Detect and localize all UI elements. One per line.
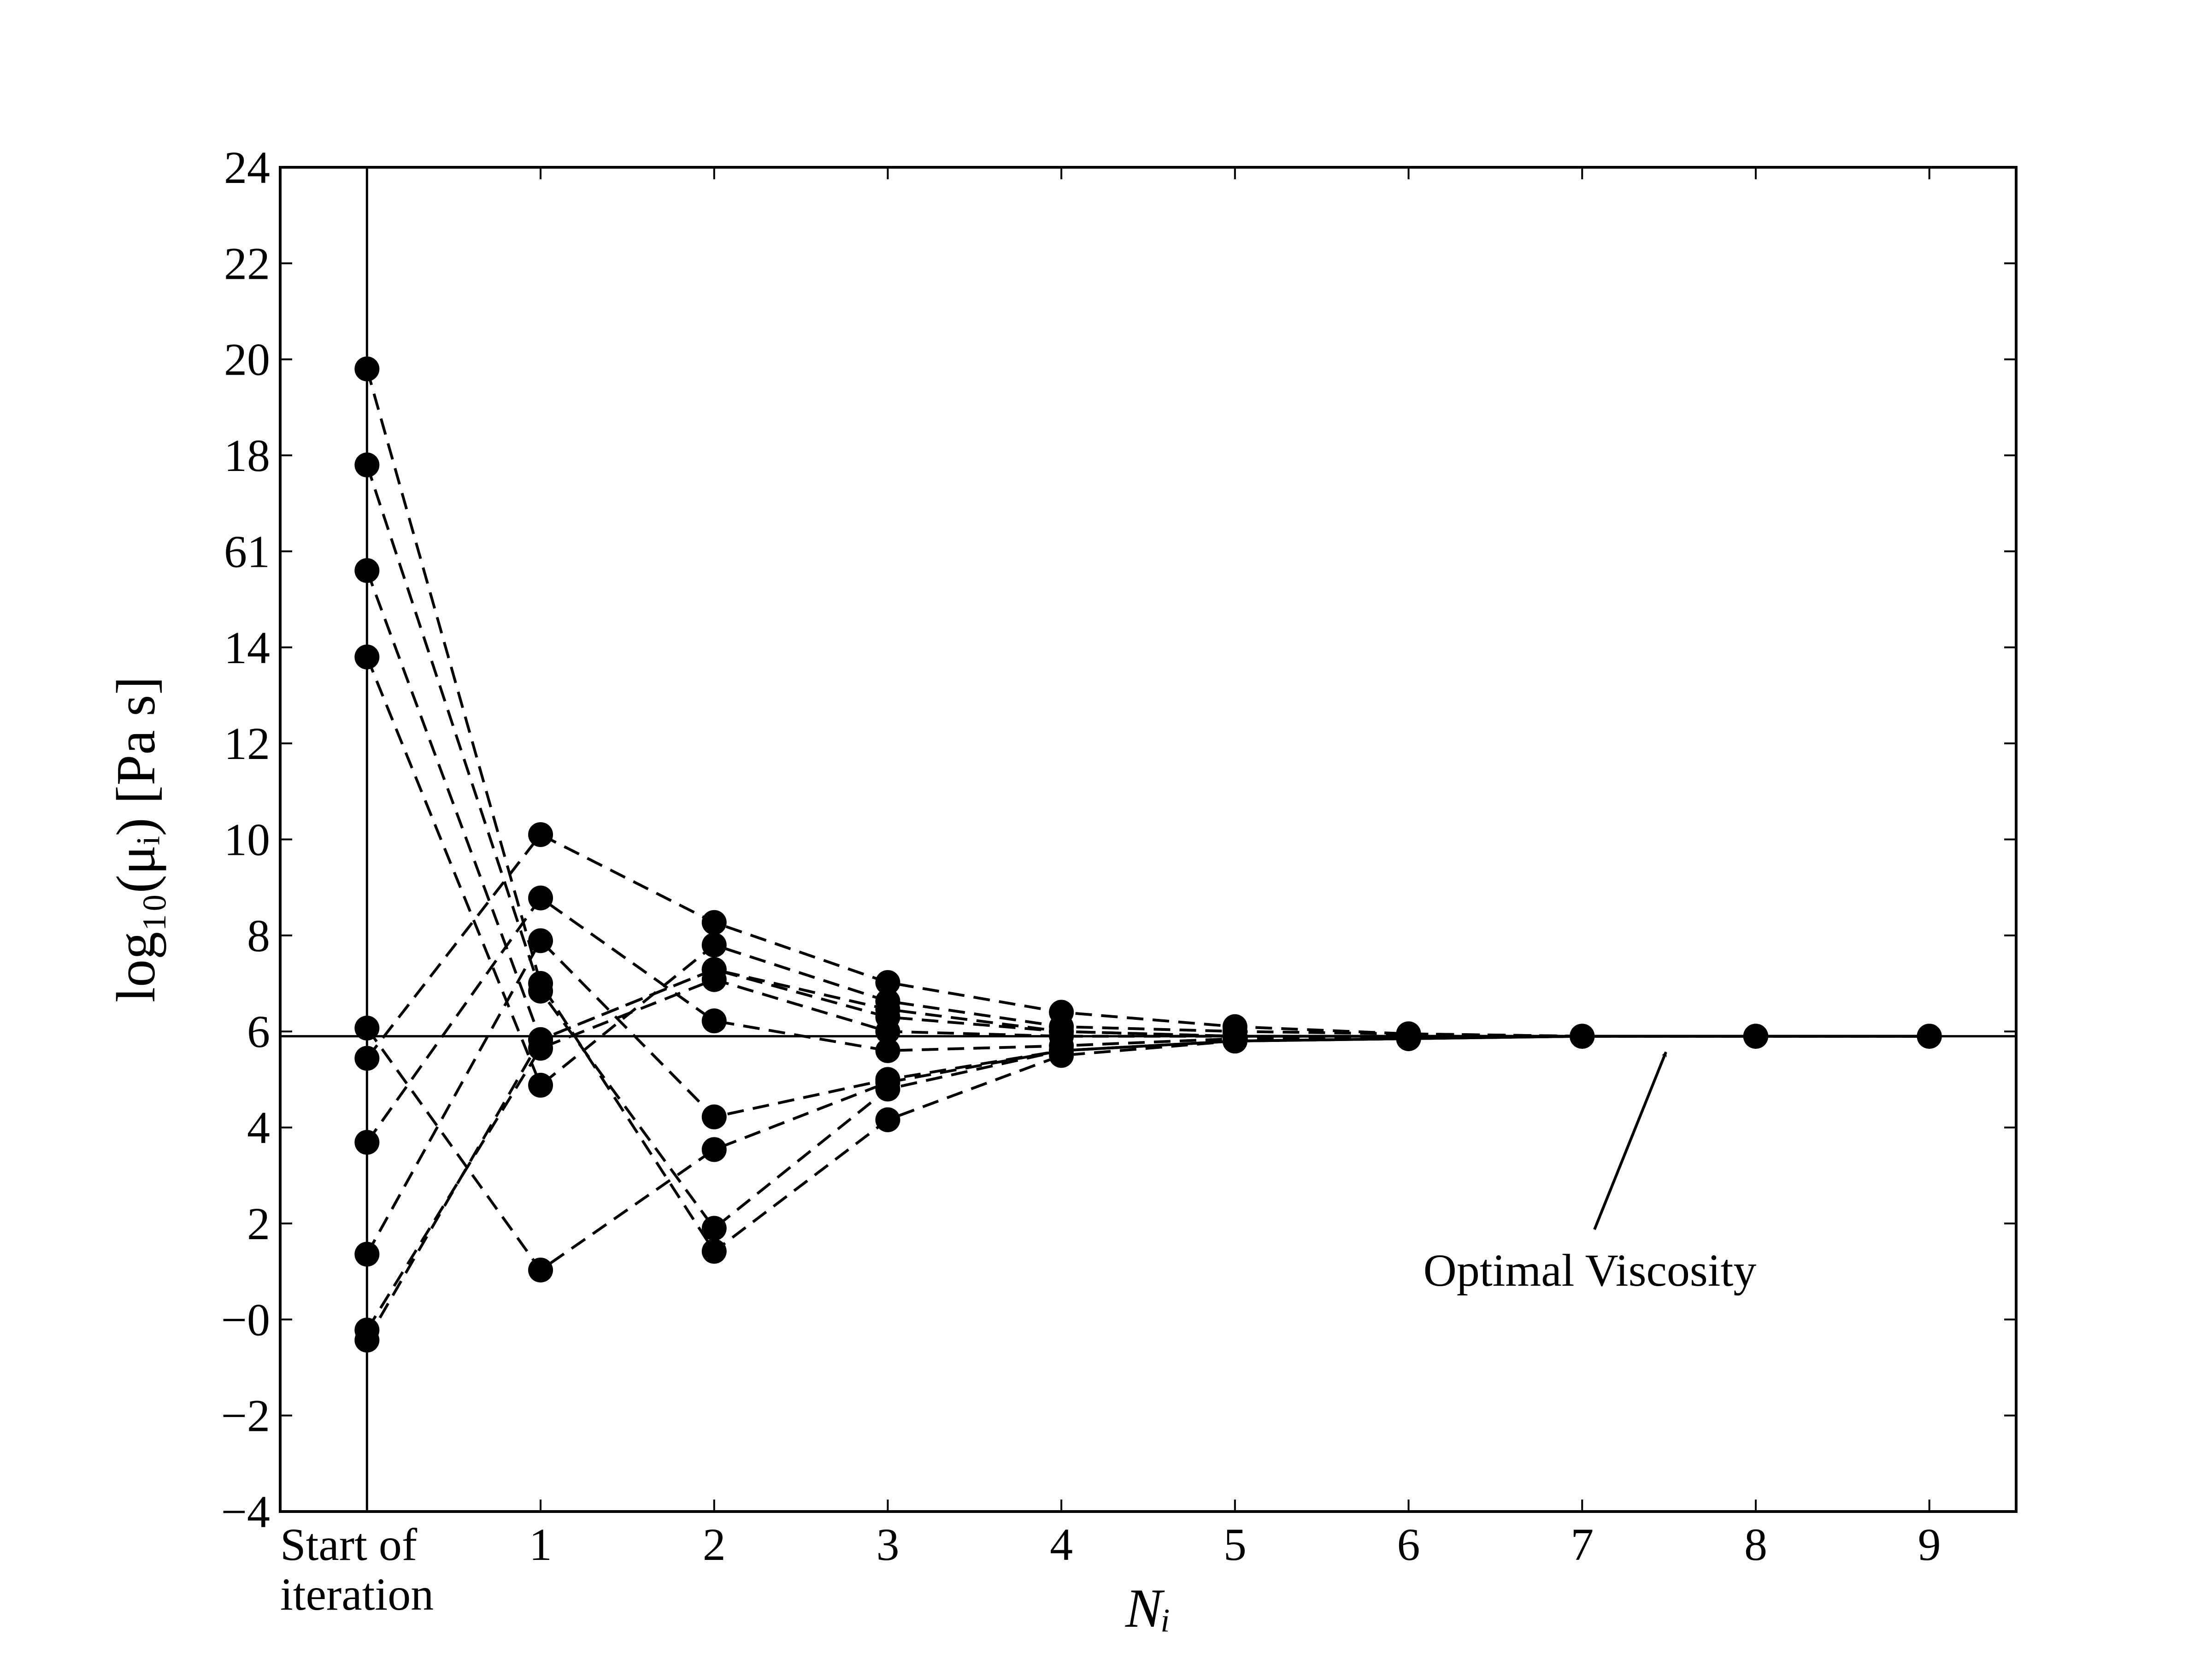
y-tick-label: 12 <box>224 718 270 769</box>
point <box>701 1104 727 1130</box>
point <box>528 822 553 847</box>
point <box>1743 1024 1768 1049</box>
point <box>528 978 553 1004</box>
x-tick-label: 2 <box>703 1519 726 1570</box>
y-tick-label: −4 <box>221 1486 270 1537</box>
series-line <box>365 938 1930 1255</box>
x-tick-label: 9 <box>1918 1519 1941 1570</box>
series-line <box>365 464 1930 1230</box>
x-tick-label: 8 <box>1744 1519 1767 1570</box>
point <box>1917 1024 1942 1049</box>
series-line <box>365 1027 1930 1272</box>
x-tick-label: 5 <box>1224 1519 1247 1570</box>
point <box>701 1137 727 1162</box>
plot-frame <box>279 166 2018 1513</box>
point <box>528 1027 553 1052</box>
x-tick-label: 6 <box>1397 1519 1420 1570</box>
y-tick-label: 10 <box>224 814 270 865</box>
y-tick-label: 4 <box>247 1102 270 1153</box>
y-tick-label: 20 <box>224 334 270 385</box>
point <box>875 1107 900 1132</box>
point <box>701 1008 727 1034</box>
y-tick-label: 61 <box>224 526 270 577</box>
point <box>354 356 380 382</box>
point <box>354 1130 380 1155</box>
x-tick-label: 4 <box>1050 1519 1073 1570</box>
point <box>875 1004 900 1030</box>
point <box>701 932 727 958</box>
series-line <box>365 656 1930 1088</box>
point <box>1222 1024 1247 1049</box>
x-tick-label: 3 <box>876 1519 899 1570</box>
x-tick-label: Start of iteration <box>280 1519 434 1620</box>
annotation: Optimal Viscosity <box>1424 1245 1757 1296</box>
point <box>354 1015 380 1041</box>
point <box>1049 1019 1074 1044</box>
y-tick-label: 2 <box>247 1198 270 1249</box>
point <box>528 1257 553 1282</box>
series-line <box>365 896 1930 1143</box>
series-line <box>365 978 1930 1331</box>
point <box>1049 1000 1074 1025</box>
x-axis-label: Nᵢ <box>1125 1577 1171 1639</box>
point <box>354 558 380 583</box>
point <box>1570 1024 1595 1049</box>
point <box>354 452 380 477</box>
y-tick-label: −0 <box>221 1294 270 1345</box>
point <box>875 1067 900 1092</box>
point <box>701 1216 727 1241</box>
y-tick-label: 14 <box>224 622 270 673</box>
point <box>354 1328 380 1353</box>
point <box>701 957 727 982</box>
point <box>354 1046 380 1071</box>
y-axis-label: log₁₀(μᵢ) [Pa s] <box>105 677 166 1003</box>
series-line <box>365 968 1930 1341</box>
point <box>701 910 727 935</box>
series-line <box>365 570 1930 1041</box>
point <box>528 1072 553 1098</box>
point <box>354 1241 380 1267</box>
x-tick-label: 1 <box>529 1519 552 1570</box>
y-tick-label: 8 <box>247 910 270 961</box>
point <box>875 1038 900 1063</box>
y-tick-label: −2 <box>221 1390 270 1441</box>
point <box>528 885 553 911</box>
point <box>701 1239 727 1264</box>
point <box>528 928 553 953</box>
point <box>1396 1024 1421 1049</box>
y-tick-label: 18 <box>224 430 270 481</box>
y-tick-label: 6 <box>247 1006 270 1057</box>
annotation-arrow <box>1593 1052 1667 1230</box>
y-tick-label: 22 <box>224 238 270 289</box>
x-tick-label: 7 <box>1571 1519 1594 1570</box>
point <box>875 970 900 995</box>
y-tick-label: 24 <box>224 142 270 193</box>
series-line <box>365 368 1930 1253</box>
point <box>354 644 380 670</box>
